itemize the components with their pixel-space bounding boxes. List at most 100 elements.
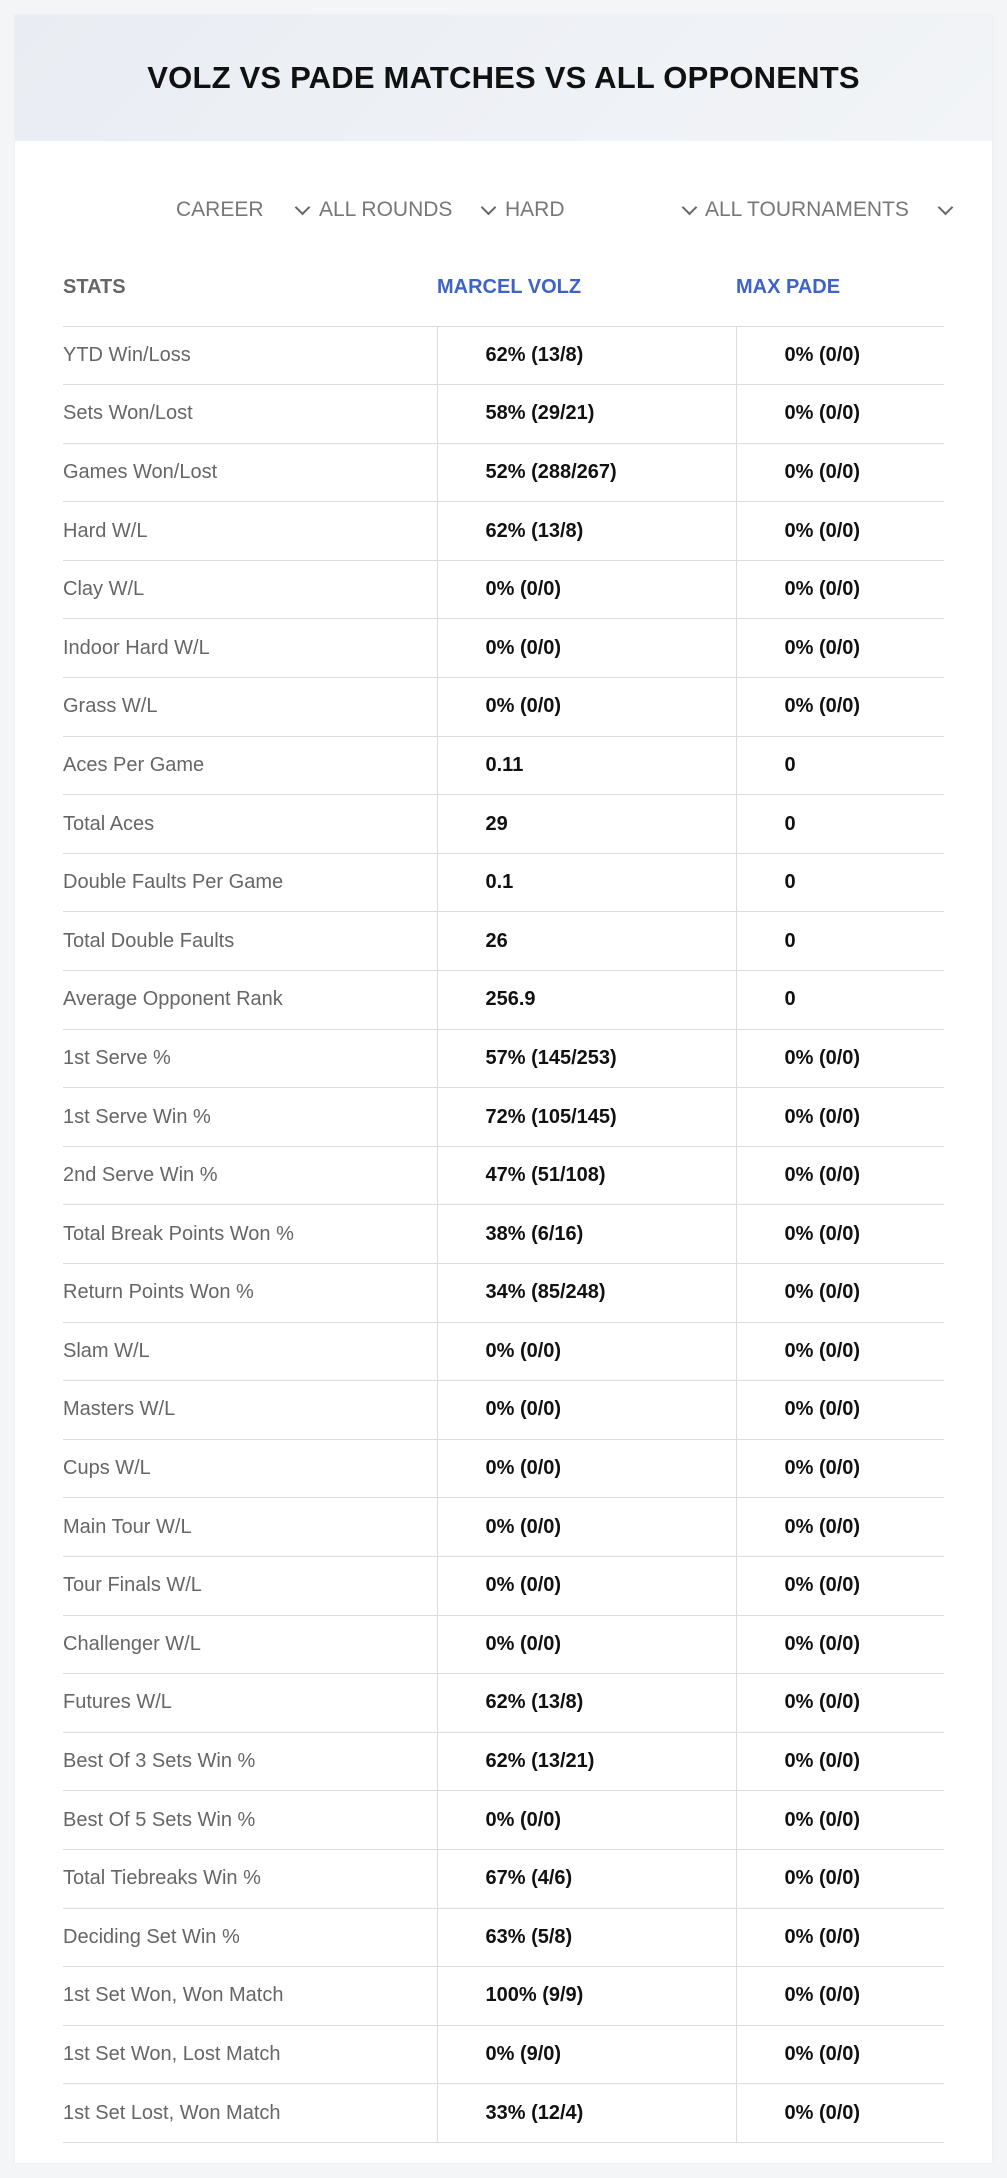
table-row: YTD Win/Loss 62% (13/8) 0% (0/0) bbox=[63, 326, 944, 386]
stat-label: Double Faults Per Game bbox=[63, 853, 437, 913]
player2-value: 0% (0/0) bbox=[735, 1263, 944, 1323]
chevron-down-icon bbox=[681, 199, 698, 215]
stat-label: Total Break Points Won % bbox=[63, 1204, 437, 1264]
chevron-down-icon bbox=[294, 199, 311, 215]
table-row: Aces Per Game 0.11 0 bbox=[63, 736, 944, 796]
player2-value: 0% (0/0) bbox=[735, 1087, 944, 1147]
player1-value: 0% (0/0) bbox=[436, 1615, 736, 1675]
player2-value: 0% (0/0) bbox=[735, 677, 944, 737]
stat-label: Best Of 3 Sets Win % bbox=[63, 1732, 437, 1792]
stat-label: 1st Set Won, Won Match bbox=[63, 1966, 437, 2026]
player1-value: 63% (5/8) bbox=[436, 1908, 736, 1968]
stat-label: Hard W/L bbox=[63, 501, 437, 561]
stat-label: Average Opponent Rank bbox=[63, 970, 437, 1030]
stat-label: Cups W/L bbox=[63, 1439, 437, 1499]
stat-label: 1st Set Lost, Won Match bbox=[63, 2083, 437, 2143]
stat-label: Grass W/L bbox=[63, 677, 437, 737]
chevron-down-icon bbox=[480, 199, 497, 215]
stat-label: Aces Per Game bbox=[63, 736, 437, 796]
table-row: Clay W/L 0% (0/0) 0% (0/0) bbox=[63, 560, 944, 620]
table-row: Futures W/L 62% (13/8) 0% (0/0) bbox=[63, 1673, 944, 1733]
stats-table-body: YTD Win/Loss 62% (13/8) 0% (0/0) Sets Won/L… bbox=[63, 326, 944, 2143]
stat-label: 1st Serve % bbox=[63, 1029, 437, 1089]
player1-value: 33% (12/4) bbox=[436, 2083, 736, 2143]
stat-label: Slam W/L bbox=[63, 1322, 437, 1382]
player1-value: 0% (0/0) bbox=[436, 1380, 736, 1440]
player1-value: 26 bbox=[436, 911, 736, 972]
player2-value: 0 bbox=[735, 736, 944, 796]
surface-select-value: HARD bbox=[505, 198, 565, 221]
player2-value: 0% (0/0) bbox=[735, 1966, 944, 2026]
table-row: Grass W/L 0% (0/0) 0% (0/0) bbox=[63, 677, 944, 737]
player2-value: 0% (0/0) bbox=[735, 1322, 944, 1382]
player1-value: 0% (0/0) bbox=[436, 618, 736, 679]
stats-table: STATS MARCEL VOLZ MAX PADE YTD Win/Loss 6… bbox=[63, 250, 944, 2143]
player1-value: 0.1 bbox=[436, 853, 736, 913]
player1-value: 57% (145/253) bbox=[436, 1029, 736, 1089]
player2-value: 0% (0/0) bbox=[735, 1615, 944, 1675]
player2-value: 0% (0/0) bbox=[735, 1380, 944, 1440]
player2-value: 0 bbox=[735, 794, 944, 854]
player2-value: 0% (0/0) bbox=[735, 1146, 944, 1206]
chevron-down-icon bbox=[937, 199, 954, 215]
stat-label: Sets Won/Lost bbox=[63, 384, 437, 444]
player2-value: 0% (0/0) bbox=[735, 560, 944, 620]
table-row: Cups W/L 0% (0/0) 0% (0/0) bbox=[63, 1439, 944, 1499]
table-row: 1st Serve % 57% (145/253) 0% (0/0) bbox=[63, 1029, 944, 1089]
player2-value: 0% (0/0) bbox=[735, 1204, 944, 1264]
table-row: Main Tour W/L 0% (0/0) 0% (0/0) bbox=[63, 1497, 944, 1557]
stat-label: Games Won/Lost bbox=[63, 443, 437, 503]
table-row: Total Double Faults 26 0 bbox=[63, 911, 944, 972]
player2-value: 0% (0/0) bbox=[735, 1556, 944, 1616]
stat-label: Total Tiebreaks Win % bbox=[63, 1849, 437, 1909]
page-title: VOLZ VS PADE MATCHES VS ALL OPPONENTS bbox=[147, 60, 860, 95]
player1-value: 62% (13/8) bbox=[436, 501, 736, 561]
card-header: VOLZ VS PADE MATCHES VS ALL OPPONENTS bbox=[15, 15, 992, 141]
table-row: Double Faults Per Game 0.1 0 bbox=[63, 853, 944, 913]
tournaments-select[interactable]: ALL TOURNAMENTS bbox=[705, 185, 955, 235]
table-row: Total Tiebreaks Win % 67% (4/6) 0% (0/0) bbox=[63, 1849, 944, 1909]
period-select-value: CAREER bbox=[176, 198, 264, 221]
player1-column-header[interactable]: MARCEL VOLZ bbox=[437, 250, 736, 327]
filter-bar: CAREER ALL ROUNDS HARD ALL TOURNAMENTS bbox=[15, 185, 992, 235]
player1-value: 0% (0/0) bbox=[436, 1497, 736, 1557]
table-row: Slam W/L 0% (0/0) 0% (0/0) bbox=[63, 1322, 944, 1382]
table-row: 2nd Serve Win % 47% (51/108) 0% (0/0) bbox=[63, 1146, 944, 1206]
player2-value: 0% (0/0) bbox=[735, 501, 944, 561]
stat-label: Best Of 5 Sets Win % bbox=[63, 1790, 437, 1850]
rounds-select-value: ALL ROUNDS bbox=[319, 198, 453, 221]
stat-label: Return Points Won % bbox=[63, 1263, 437, 1323]
stat-label: Masters W/L bbox=[63, 1380, 437, 1440]
player2-value: 0% (0/0) bbox=[735, 1849, 944, 1909]
player1-value: 0% (9/0) bbox=[436, 2025, 736, 2085]
period-select[interactable]: CAREER bbox=[176, 185, 312, 235]
player1-value: 62% (13/8) bbox=[436, 1673, 736, 1733]
player1-value: 72% (105/145) bbox=[436, 1087, 736, 1147]
stat-label: Main Tour W/L bbox=[63, 1497, 437, 1557]
stats-column-header: STATS bbox=[63, 250, 437, 327]
table-row: Best Of 3 Sets Win % 62% (13/21) 0% (0/0) bbox=[63, 1732, 944, 1792]
stat-label: 1st Serve Win % bbox=[63, 1087, 437, 1147]
stat-label: Deciding Set Win % bbox=[63, 1908, 437, 1968]
tournaments-select-value: ALL TOURNAMENTS bbox=[705, 198, 909, 221]
player1-value: 0.11 bbox=[436, 736, 736, 796]
player2-value: 0% (0/0) bbox=[735, 1673, 944, 1733]
player1-value: 62% (13/21) bbox=[436, 1732, 736, 1792]
surface-select[interactable]: HARD bbox=[505, 185, 699, 235]
player1-value: 0% (0/0) bbox=[436, 1790, 736, 1850]
player1-value: 47% (51/108) bbox=[436, 1146, 736, 1206]
table-row: 1st Set Lost, Won Match 33% (12/4) 0% (0/0… bbox=[63, 2083, 944, 2143]
player1-value: 58% (29/21) bbox=[436, 384, 736, 444]
player1-value: 0% (0/0) bbox=[436, 677, 736, 737]
table-row: Sets Won/Lost 58% (29/21) 0% (0/0) bbox=[63, 384, 944, 444]
table-row: Indoor Hard W/L 0% (0/0) 0% (0/0) bbox=[63, 618, 944, 679]
player2-value: 0% (0/0) bbox=[735, 2083, 944, 2143]
player1-value: 0% (0/0) bbox=[436, 1439, 736, 1499]
player2-value: 0 bbox=[735, 853, 944, 913]
stat-label: Total Aces bbox=[63, 794, 437, 854]
table-row: Challenger W/L 0% (0/0) 0% (0/0) bbox=[63, 1615, 944, 1675]
player2-value: 0% (0/0) bbox=[735, 1497, 944, 1557]
rounds-select[interactable]: ALL ROUNDS bbox=[319, 185, 498, 235]
player2-column-header[interactable]: MAX PADE bbox=[736, 250, 944, 327]
player1-value: 67% (4/6) bbox=[436, 1849, 736, 1909]
